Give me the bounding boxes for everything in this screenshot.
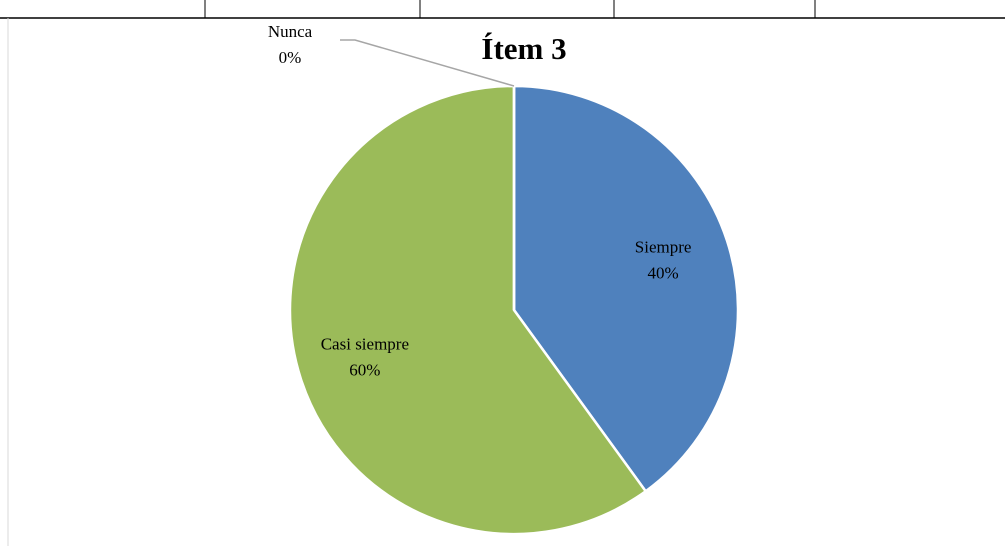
- slice-label: Siempre: [635, 237, 692, 256]
- chart-title: Ítem 3: [481, 31, 566, 66]
- pie-slice: [288, 84, 648, 536]
- slice-label: Casi siempre: [321, 334, 409, 353]
- leader-line: [340, 39, 515, 87]
- slice-value-label: 60%: [349, 360, 380, 379]
- slice-value-label: 40%: [648, 263, 679, 282]
- pie-slice: [512, 84, 740, 493]
- slice-label: Nunca: [268, 22, 313, 41]
- slice-value-label: 0%: [279, 48, 302, 67]
